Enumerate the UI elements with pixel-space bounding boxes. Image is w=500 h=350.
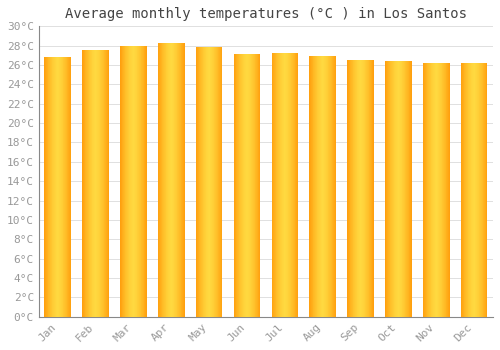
Title: Average monthly temperatures (°C ) in Los Santos: Average monthly temperatures (°C ) in Lo… [65, 7, 467, 21]
